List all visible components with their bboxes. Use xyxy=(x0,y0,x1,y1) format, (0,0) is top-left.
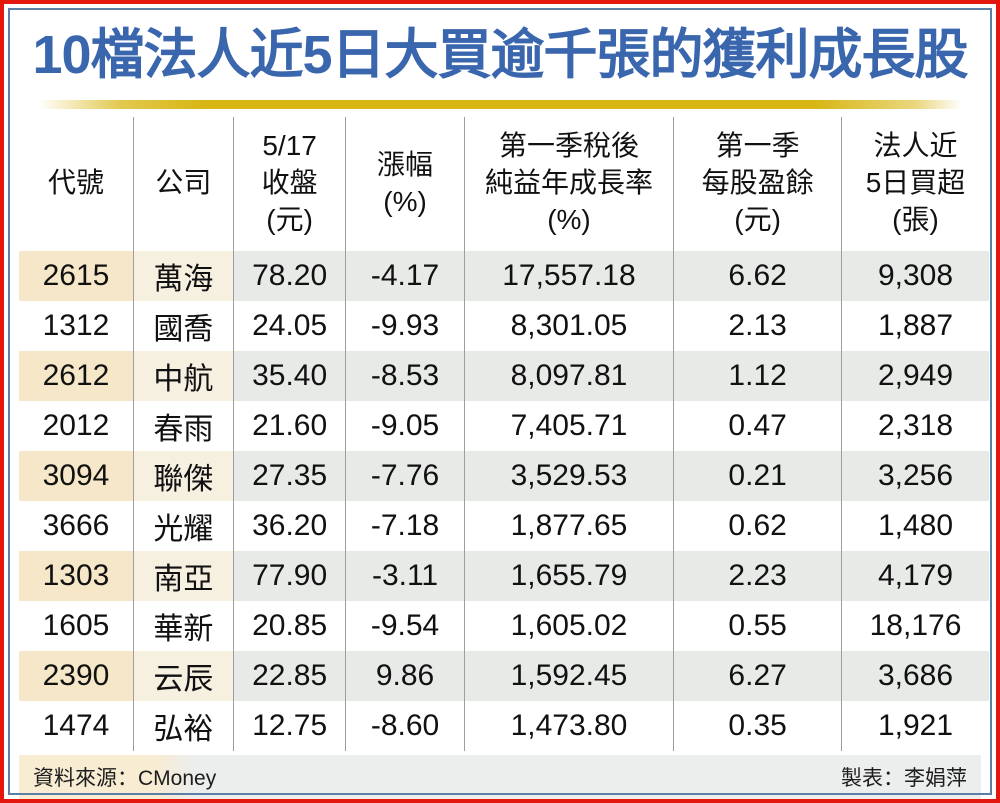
cell-q1_profit_growth_pct: 8,097.81 xyxy=(464,350,675,401)
cell-code: 3094 xyxy=(19,450,134,501)
cell-q1_profit_growth_pct: 1,473.80 xyxy=(464,700,675,751)
cell-q1_profit_growth_pct: 1,655.79 xyxy=(464,550,675,601)
cell-code: 1474 xyxy=(19,700,134,751)
cell-change_pct: -4.17 xyxy=(345,250,465,301)
cell-q1_eps: 1.12 xyxy=(673,350,843,401)
table-row: 3666 光耀 36.20 -7.18 1,877.65 0.62 1,480 xyxy=(19,500,989,551)
cell-q1_profit_growth_pct: 1,605.02 xyxy=(464,600,675,651)
cell-company: 聯傑 xyxy=(133,450,234,501)
cell-change_pct: -9.05 xyxy=(345,400,465,451)
cell-q1_eps: 0.21 xyxy=(673,450,843,501)
cell-code: 1303 xyxy=(19,550,134,601)
cell-inst_net_buy_lots: 3,256 xyxy=(841,450,989,501)
cell-inst_net_buy_lots: 4,179 xyxy=(841,550,989,601)
cell-q1_profit_growth_pct: 8,301.05 xyxy=(464,300,675,351)
cell-change_pct: -9.93 xyxy=(345,300,465,351)
cell-close_price: 78.20 xyxy=(233,250,347,301)
cell-q1_profit_growth_pct: 1,877.65 xyxy=(464,500,675,551)
cell-code: 2612 xyxy=(19,350,134,401)
header-row: 代號 公司 5/17 收盤 (元) 漲幅 (%) 第一季稅後 純益年成長率 (%… xyxy=(19,116,989,251)
col-header-change-pct: 漲幅 (%) xyxy=(345,116,465,251)
cell-q1_profit_growth_pct: 1,592.45 xyxy=(464,650,675,701)
cell-code: 3666 xyxy=(19,500,134,551)
cell-q1_eps: 0.47 xyxy=(673,400,843,451)
cell-q1_eps: 2.13 xyxy=(673,300,843,351)
col-header-company: 公司 xyxy=(133,116,234,251)
table-row: 2012 春雨 21.60 -9.05 7,405.71 0.47 2,318 xyxy=(19,400,989,451)
cell-code: 1312 xyxy=(19,300,134,351)
cell-inst_net_buy_lots: 1,480 xyxy=(841,500,989,551)
col-header-q1-eps: 第一季 每股盈餘 (元) xyxy=(673,116,843,251)
cell-change_pct: -7.76 xyxy=(345,450,465,501)
cell-company: 南亞 xyxy=(133,550,234,601)
cell-change_pct: -8.60 xyxy=(345,700,465,751)
cell-close_price: 27.35 xyxy=(233,450,347,501)
cell-inst_net_buy_lots: 2,318 xyxy=(841,400,989,451)
table-row: 1303 南亞 77.90 -3.11 1,655.79 2.23 4,179 xyxy=(19,550,989,601)
cell-q1_profit_growth_pct: 7,405.71 xyxy=(464,400,675,451)
cell-code: 2390 xyxy=(19,650,134,701)
cell-company: 萬海 xyxy=(133,250,234,301)
table-row: 2615 萬海 78.20 -4.17 17,557.18 6.62 9,308 xyxy=(19,250,989,301)
table-row: 2612 中航 35.40 -8.53 8,097.81 1.12 2,949 xyxy=(19,350,989,401)
cell-change_pct: -9.54 xyxy=(345,600,465,651)
cell-q1_eps: 6.27 xyxy=(673,650,843,701)
table-row: 3094 聯傑 27.35 -7.76 3,529.53 0.21 3,256 xyxy=(19,450,989,501)
cell-change_pct: -3.11 xyxy=(345,550,465,601)
cell-q1_eps: 0.55 xyxy=(673,600,843,651)
gold-divider xyxy=(38,99,962,109)
col-header-inst-net-buy: 法人近 5日買超 (張) xyxy=(841,116,989,251)
cell-close_price: 24.05 xyxy=(233,300,347,351)
cell-inst_net_buy_lots: 3,686 xyxy=(841,650,989,701)
cell-company: 光耀 xyxy=(133,500,234,551)
cell-q1_eps: 0.62 xyxy=(673,500,843,551)
col-header-code: 代號 xyxy=(19,116,134,251)
cell-inst_net_buy_lots: 9,308 xyxy=(841,250,989,301)
credit-label: 製表：李娟萍 xyxy=(841,766,967,790)
cell-q1_eps: 0.35 xyxy=(673,700,843,751)
table-row: 1605 華新 20.85 -9.54 1,605.02 0.55 18,176 xyxy=(19,600,989,651)
cell-inst_net_buy_lots: 18,176 xyxy=(841,600,989,651)
footer-bar: 資料來源：CMoney 製表：李娟萍 xyxy=(19,754,981,799)
table-row: 1312 國喬 24.05 -9.93 8,301.05 2.13 1,887 xyxy=(19,300,989,351)
cell-inst_net_buy_lots: 1,921 xyxy=(841,700,989,751)
cell-company: 春雨 xyxy=(133,400,234,451)
cell-company: 弘裕 xyxy=(133,700,234,751)
cell-code: 2615 xyxy=(19,250,134,301)
cell-inst_net_buy_lots: 2,949 xyxy=(841,350,989,401)
table-body: 2615 萬海 78.20 -4.17 17,557.18 6.62 9,308… xyxy=(19,250,989,751)
cell-close_price: 12.75 xyxy=(233,700,347,751)
col-header-close-price: 5/17 收盤 (元) xyxy=(233,116,347,251)
cell-inst_net_buy_lots: 1,887 xyxy=(841,300,989,351)
cell-close_price: 36.20 xyxy=(233,500,347,551)
cell-company: 國喬 xyxy=(133,300,234,351)
cell-change_pct: 9.86 xyxy=(345,650,465,701)
col-header-q1-profit-growth: 第一季稅後 純益年成長率 (%) xyxy=(464,116,675,251)
table-row: 1474 弘裕 12.75 -8.60 1,473.80 0.35 1,921 xyxy=(19,700,989,751)
cell-close_price: 20.85 xyxy=(233,600,347,651)
cell-change_pct: -7.18 xyxy=(345,500,465,551)
cell-close_price: 35.40 xyxy=(233,350,347,401)
cell-company: 華新 xyxy=(133,600,234,651)
cell-q1_profit_growth_pct: 3,529.53 xyxy=(464,450,675,501)
cell-q1_profit_growth_pct: 17,557.18 xyxy=(464,250,675,301)
cell-close_price: 77.90 xyxy=(233,550,347,601)
stock-table: 代號 公司 5/17 收盤 (元) 漲幅 (%) 第一季稅後 純益年成長率 (%… xyxy=(19,116,989,751)
cell-company: 中航 xyxy=(133,350,234,401)
data-source-label: 資料來源：CMoney xyxy=(33,766,217,790)
cell-code: 2012 xyxy=(19,400,134,451)
cell-q1_eps: 6.62 xyxy=(673,250,843,301)
cell-change_pct: -8.53 xyxy=(345,350,465,401)
table-row: 2390 云辰 22.85 9.86 1,592.45 6.27 3,686 xyxy=(19,650,989,701)
page-title: 10檔法人近5日大買逾千張的獲利成長股 xyxy=(32,25,968,85)
cell-close_price: 22.85 xyxy=(233,650,347,701)
cell-q1_eps: 2.23 xyxy=(673,550,843,601)
cell-code: 1605 xyxy=(19,600,134,651)
cell-close_price: 21.60 xyxy=(233,400,347,451)
cell-company: 云辰 xyxy=(133,650,234,701)
